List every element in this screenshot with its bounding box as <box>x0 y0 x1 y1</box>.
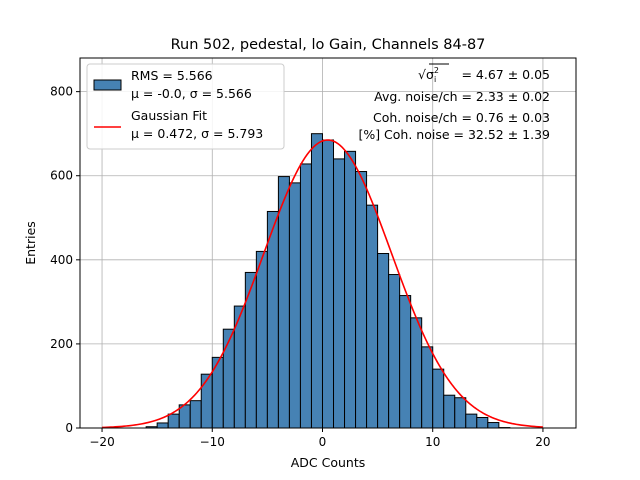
histogram-bar <box>277 176 290 429</box>
annotation-sqrt-sigma: √σ2 i = 4.67 ± 0.05 <box>418 63 550 84</box>
histogram-bar <box>244 271 257 429</box>
x-tick-label: −10 <box>200 435 225 449</box>
histogram-bar <box>189 400 202 429</box>
histogram-bars <box>145 133 511 429</box>
histogram-bar <box>344 150 357 429</box>
y-tick-label: 200 <box>50 337 73 351</box>
gaussian-fit-curve <box>102 139 543 429</box>
y-axis-label: Entries <box>23 221 38 265</box>
annotation-sqrt-sigma-rhs: = 4.67 ± 0.05 <box>461 67 550 82</box>
histogram-bar <box>310 133 323 429</box>
histogram-bar <box>255 250 268 429</box>
histogram-bar <box>487 422 500 429</box>
annotation-coh-noise-percent: [%] Coh. noise = 32.52 ± 1.39 <box>358 127 550 142</box>
histogram-bar <box>156 422 169 429</box>
x-tick-label: −20 <box>89 435 114 449</box>
y-tick-label: 400 <box>50 253 73 267</box>
histogram-bar <box>222 328 235 429</box>
histogram-bar <box>465 413 478 429</box>
histogram-bar <box>266 210 279 429</box>
legend-rms-stats: μ = -0.0, σ = 5.566 <box>131 86 252 101</box>
legend-frame <box>86 63 285 150</box>
legend-histogram-swatch <box>93 79 122 91</box>
x-tick-label: 0 <box>319 435 327 449</box>
histogram-bar <box>399 295 412 429</box>
plot-frame <box>79 57 577 429</box>
sigma-superscript: 2 <box>434 66 439 75</box>
annotation-avg-noise: Avg. noise/ch = 2.33 ± 0.02 <box>374 89 550 104</box>
histogram-bar <box>454 397 467 429</box>
histogram-bar <box>333 158 346 429</box>
annotation-sqrt-sigma-lhs: √σ2 i <box>418 66 439 84</box>
histogram-bar <box>288 182 301 429</box>
histogram-bar <box>476 416 489 429</box>
histogram-bar <box>377 253 390 429</box>
annotation-coh-noise: Coh. noise/ch = 0.76 ± 0.03 <box>373 110 550 125</box>
legend-fit-stats: μ = 0.472, σ = 5.793 <box>131 126 263 141</box>
histogram-bar <box>167 413 180 429</box>
x-axis-ticks: −20 −10 0 10 20 <box>89 428 551 449</box>
y-tick-label: 600 <box>50 169 73 183</box>
sigma-subscript: i <box>434 75 436 84</box>
legend-rms-label: RMS = 5.566 <box>131 68 213 83</box>
histogram-bar <box>299 163 312 429</box>
noise-annotations: √σ2 i = 4.67 ± 0.05 Avg. noise/ch = 2.33 … <box>358 63 550 142</box>
legend: RMS = 5.566 μ = -0.0, σ = 5.566 Gaussian… <box>86 63 285 150</box>
histogram-bar <box>321 139 335 429</box>
y-tick-label: 800 <box>50 85 73 99</box>
legend-fit-label: Gaussian Fit <box>131 108 207 123</box>
histogram-bar <box>443 394 456 429</box>
y-tick-label: 0 <box>65 421 73 435</box>
histogram-bar <box>432 368 445 429</box>
x-axis-label: ADC Counts <box>291 455 366 470</box>
y-axis-ticks: 0 200 400 600 800 <box>50 85 80 435</box>
histogram-bar <box>200 373 213 429</box>
histogram-bar <box>388 274 401 429</box>
histogram-bar <box>421 346 434 429</box>
histogram-bar <box>355 171 368 429</box>
x-tick-label: 20 <box>535 435 550 449</box>
histogram-bar <box>410 317 423 429</box>
chart-title: Run 502, pedestal, lo Gain, Channels 84-… <box>171 37 486 53</box>
x-tick-label: 10 <box>425 435 440 449</box>
histogram-bar <box>366 204 379 429</box>
